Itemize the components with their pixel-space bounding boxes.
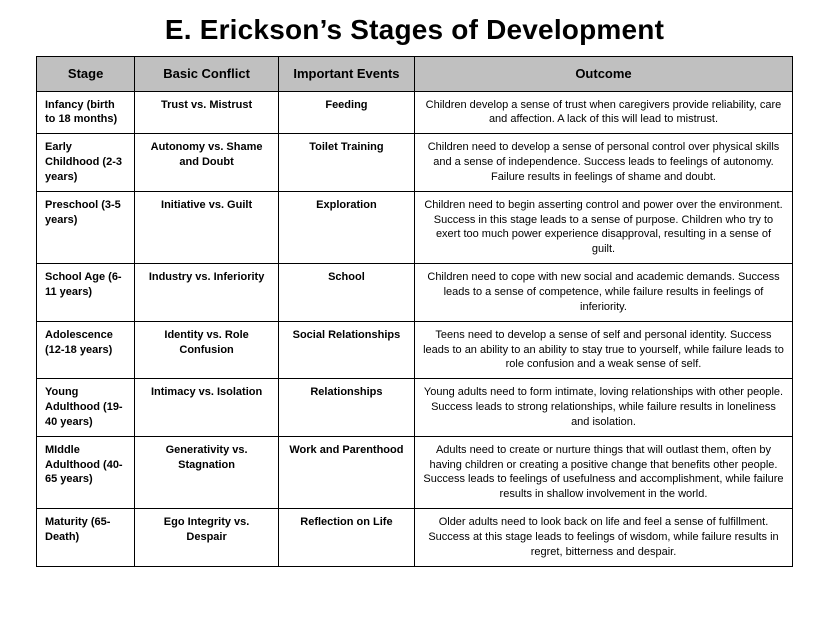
cell-events: Reflection on Life: [278, 509, 414, 567]
table-header-row: Stage Basic Conflict Important Events Ou…: [37, 57, 793, 92]
cell-conflict: Industry vs. Inferiority: [135, 264, 279, 322]
cell-outcome: Young adults need to form intimate, lovi…: [414, 379, 792, 437]
cell-outcome: Children need to develop a sense of pers…: [414, 134, 792, 192]
cell-stage: Adolescence (12-18 years): [37, 321, 135, 379]
cell-outcome: Children need to cope with new social an…: [414, 264, 792, 322]
cell-stage: MIddle Adulthood (40-65 years): [37, 436, 135, 508]
table-row: Early Childhood (2-3 years) Autonomy vs.…: [37, 134, 793, 192]
cell-events: Relationships: [278, 379, 414, 437]
cell-conflict: Intimacy vs. Isolation: [135, 379, 279, 437]
cell-events: Feeding: [278, 91, 414, 134]
table-row: Infancy (birth to 18 months) Trust vs. M…: [37, 91, 793, 134]
cell-outcome: Teens need to develop a sense of self an…: [414, 321, 792, 379]
col-header-outcome: Outcome: [414, 57, 792, 92]
cell-conflict: Identity vs. Role Confusion: [135, 321, 279, 379]
table-body: Infancy (birth to 18 months) Trust vs. M…: [37, 91, 793, 566]
table-row: School Age (6-11 years) Industry vs. Inf…: [37, 264, 793, 322]
col-header-conflict: Basic Conflict: [135, 57, 279, 92]
col-header-events: Important Events: [278, 57, 414, 92]
cell-stage: Early Childhood (2-3 years): [37, 134, 135, 192]
table-head: Stage Basic Conflict Important Events Ou…: [37, 57, 793, 92]
cell-events: Exploration: [278, 191, 414, 263]
cell-events: Toilet Training: [278, 134, 414, 192]
cell-outcome: Adults need to create or nurture things …: [414, 436, 792, 508]
page-title: E. Erickson’s Stages of Development: [36, 14, 793, 46]
cell-conflict: Autonomy vs. Shame and Doubt: [135, 134, 279, 192]
table-row: Preschool (3-5 years) Initiative vs. Gui…: [37, 191, 793, 263]
cell-stage: Infancy (birth to 18 months): [37, 91, 135, 134]
table-row: Maturity (65-Death) Ego Integrity vs. De…: [37, 509, 793, 567]
table-row: MIddle Adulthood (40-65 years) Generativ…: [37, 436, 793, 508]
cell-outcome: Older adults need to look back on life a…: [414, 509, 792, 567]
cell-outcome: Children develop a sense of trust when c…: [414, 91, 792, 134]
cell-events: Work and Parenthood: [278, 436, 414, 508]
stages-table: Stage Basic Conflict Important Events Ou…: [36, 56, 793, 567]
cell-stage: Young Adulthood (19-40 years): [37, 379, 135, 437]
cell-stage: School Age (6-11 years): [37, 264, 135, 322]
cell-stage: Preschool (3-5 years): [37, 191, 135, 263]
cell-outcome: Children need to begin asserting control…: [414, 191, 792, 263]
cell-conflict: Generativity vs. Stagnation: [135, 436, 279, 508]
col-header-stage: Stage: [37, 57, 135, 92]
cell-conflict: Initiative vs. Guilt: [135, 191, 279, 263]
cell-stage: Maturity (65-Death): [37, 509, 135, 567]
cell-events: Social Relationships: [278, 321, 414, 379]
page: E. Erickson’s Stages of Development Stag…: [0, 0, 829, 640]
table-row: Adolescence (12-18 years) Identity vs. R…: [37, 321, 793, 379]
table-row: Young Adulthood (19-40 years) Intimacy v…: [37, 379, 793, 437]
cell-conflict: Ego Integrity vs. Despair: [135, 509, 279, 567]
cell-conflict: Trust vs. Mistrust: [135, 91, 279, 134]
cell-events: School: [278, 264, 414, 322]
